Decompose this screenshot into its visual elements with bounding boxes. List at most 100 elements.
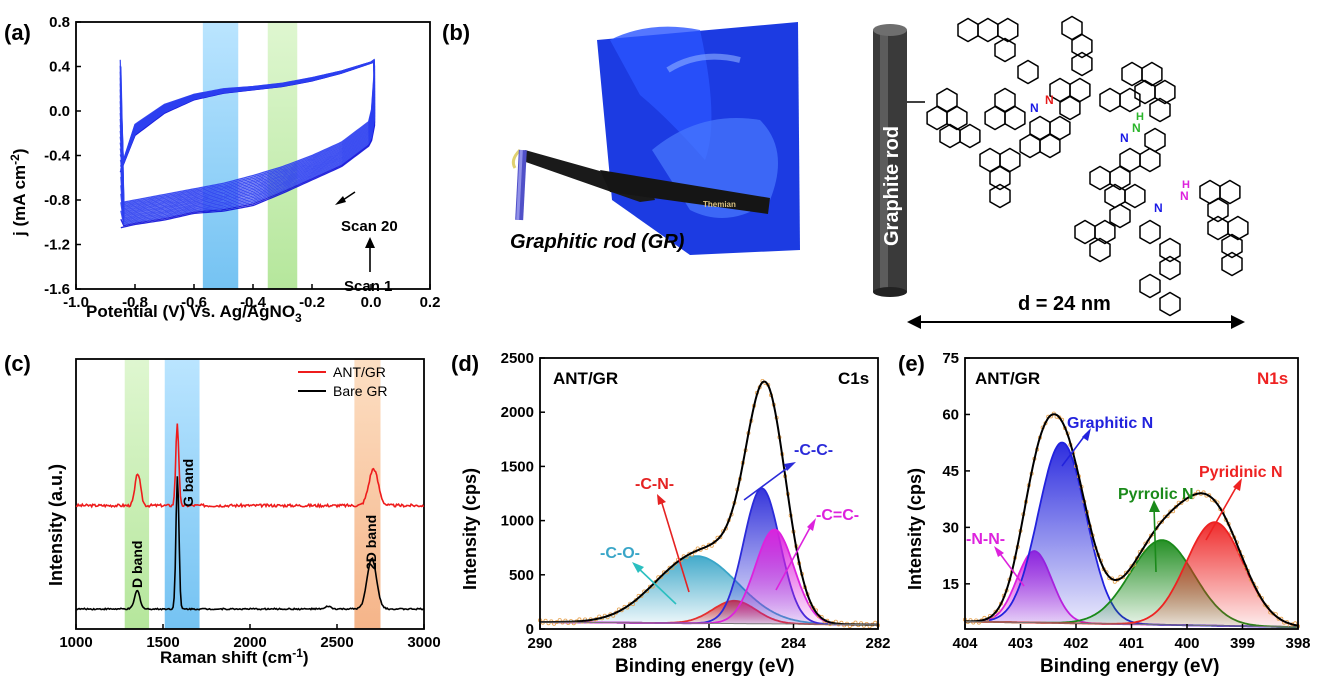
- benzene-ring: [1071, 33, 1093, 59]
- xtick-label: 398: [1285, 635, 1310, 652]
- axis-c-xlabel: Raman shift (cm-1): [160, 646, 309, 667]
- benzene-ring: [926, 105, 948, 131]
- panel-b-label: (b): [442, 20, 470, 45]
- arrow-head: [335, 196, 346, 205]
- axis-d-yticks: 0 500 1000 1500 2000 2500: [501, 350, 545, 638]
- ytick-label: 2000: [501, 404, 534, 421]
- ytick-label: 75: [942, 350, 959, 367]
- legend-ant: ANT/GR: [333, 364, 386, 380]
- benzene-ring: [1017, 59, 1039, 85]
- benzene-ring: [1071, 51, 1093, 77]
- axis-d-xticks: 290 288 286 284 282: [527, 624, 891, 652]
- annot-pyridinic-n: Pyridinic N: [1199, 464, 1283, 481]
- ytick-label: 15: [942, 576, 959, 593]
- e-title-right: N1s: [1257, 369, 1288, 388]
- raman-series-ant-gr: [75, 423, 425, 509]
- benzene-ring: [1227, 215, 1249, 241]
- n-atom-5: N: [1154, 201, 1163, 215]
- annot-graphitic-n: Graphitic N: [1067, 415, 1153, 432]
- ytick-label: 1500: [501, 458, 534, 475]
- benzene-ring: [957, 17, 979, 43]
- raman-bands: [124, 359, 381, 629]
- benzene-ring: [1149, 97, 1171, 123]
- xtick-label: -0.2: [299, 294, 325, 311]
- xtick-label: 404: [952, 635, 978, 652]
- ytick-label: 0: [526, 621, 534, 638]
- xtick-label: -0.4: [240, 294, 267, 311]
- n-atom-2: N: [1045, 93, 1054, 107]
- axis-e-xlabel: Binding energy (eV): [1040, 656, 1219, 677]
- envelope-fit: [965, 413, 1299, 627]
- cv-scan-11: [119, 59, 376, 215]
- scan20-label: Scan 20: [341, 218, 398, 235]
- benzene-ring: [1109, 203, 1131, 229]
- n-atom-4: N: [1132, 121, 1141, 135]
- annot-n-n: -N-N-: [966, 531, 1005, 548]
- component-fill-3: [540, 529, 878, 625]
- raw-point: [1212, 498, 1217, 503]
- xtick-label: 2000: [233, 634, 266, 651]
- n-atom-3: N: [1120, 131, 1129, 145]
- axis-e-yticks: 15 30 45 60 75: [942, 350, 970, 593]
- component-fill-0: [540, 556, 878, 625]
- axis-a-xticks: -1.0 -0.8 -0.6 -0.4 -0.2 0.0 0.2: [63, 284, 440, 311]
- benzene-ring: [1099, 87, 1121, 113]
- panel-c: (c) 1000 1500 2000 2500 3000 Raman shift (cm…: [4, 351, 441, 667]
- rod-label: Graphite rod: [881, 126, 903, 246]
- panel-a-label: (a): [4, 20, 31, 45]
- benzene-ring: [1139, 147, 1161, 173]
- h-atom-2: H: [1182, 179, 1190, 191]
- xtick-label: -0.6: [181, 294, 207, 311]
- xtick-label: 1500: [146, 634, 179, 651]
- g-band-label: G band: [180, 459, 196, 507]
- xtick-label: 400: [1174, 635, 1199, 652]
- benzene-ring: [1219, 179, 1241, 205]
- benzene-ring: [1159, 237, 1181, 263]
- axes-a-frame: [75, 21, 431, 290]
- e-title-left: ANT/GR: [975, 369, 1040, 388]
- benzene-ring: [1089, 237, 1111, 263]
- xtick-label: 399: [1230, 635, 1255, 652]
- benzene-ring: [1121, 61, 1143, 87]
- xtick-label: 286: [696, 635, 721, 652]
- panel-e: (e) 404 403 402 401 400 399 398 15 30 45 60 75 ANT…: [898, 350, 1311, 677]
- cv-scan-13: [119, 59, 376, 213]
- axis-a-yticks: 0.8 0.4 0.0 -0.4 -0.8 -1.2 -1.6: [44, 14, 81, 298]
- xps-n1s-components: [963, 411, 1301, 629]
- tweezer-brand: Themian: [703, 200, 736, 209]
- background-line: [540, 621, 878, 626]
- axis-a-xlabel: Potential (V) Vs. Ag/AgNO3: [86, 302, 302, 325]
- benzene-ring: [1221, 251, 1243, 277]
- raman-curves: [75, 423, 425, 611]
- xtick-label: 403: [1008, 635, 1033, 652]
- benzene-ring: [994, 37, 1016, 63]
- cv-scan-20: [119, 58, 376, 203]
- ytick-label: 1000: [501, 513, 534, 530]
- xps-c1s-components: [538, 378, 881, 629]
- xtick-label: -1.0: [63, 294, 89, 311]
- benzene-ring: [1019, 133, 1041, 159]
- scan-arrow-head: [365, 237, 375, 248]
- benzene-ring: [1141, 61, 1163, 87]
- envelope-fit: [540, 380, 879, 626]
- axis-d-xlabel: Binding energy (eV): [615, 656, 794, 677]
- xtick-label: 1000: [59, 634, 92, 651]
- axis-d-ylabel: Intensity (cps): [460, 468, 480, 590]
- benzene-ring: [939, 123, 961, 149]
- benzene-ring: [1094, 219, 1116, 245]
- annot-c-eq-c: -C=C-: [816, 507, 859, 524]
- band-g-fill: [164, 359, 200, 629]
- panel-e-label: (e): [898, 351, 925, 376]
- d-title-left: ANT/GR: [553, 369, 618, 388]
- benzene-ring: [1124, 183, 1146, 209]
- annot-pyrrolic-n: Pyrrolic N: [1118, 486, 1194, 503]
- benzene-ring: [1199, 179, 1221, 205]
- component-fill-3: [965, 522, 1298, 628]
- ytick-label: -1.2: [44, 237, 70, 254]
- benzene-ring: [1144, 127, 1166, 153]
- ytick-label: 0.8: [49, 14, 70, 31]
- benzene-ring: [1207, 197, 1229, 223]
- xtick-label: 2500: [320, 634, 353, 651]
- xtick-label: 0.2: [420, 294, 441, 311]
